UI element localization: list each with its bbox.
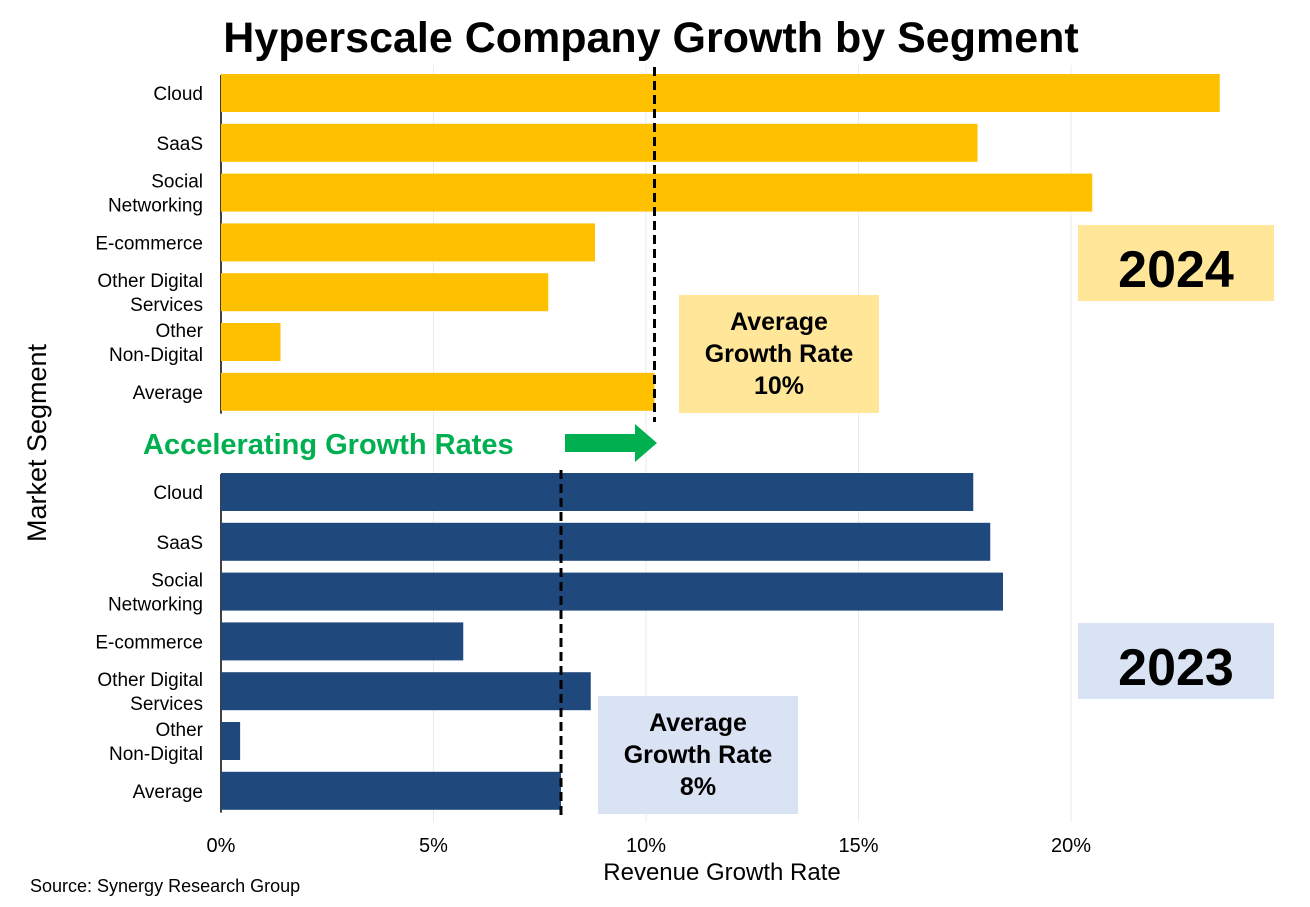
average-annotation-box — [679, 295, 879, 413]
bar — [221, 372, 655, 411]
average-annotation-text: Average — [730, 308, 828, 336]
arrow-right-icon — [565, 424, 657, 462]
average-annotation-text: Average — [649, 709, 747, 737]
category-label: Other — [155, 321, 203, 342]
average-annotation-box — [598, 696, 798, 814]
average-annotation-text: 8% — [680, 773, 716, 801]
bar — [221, 771, 561, 810]
x-axis-label: Revenue Growth Rate — [603, 859, 840, 886]
x-tick-label: 5% — [419, 835, 448, 857]
panels: Cloud SaaS Social Networking E-commerce Other… — [95, 67, 1274, 820]
category-label: Average — [133, 383, 203, 404]
category-label: Other — [155, 720, 203, 741]
category-label: Services — [130, 295, 203, 316]
panel-2023: Cloud SaaS Social Networking E-commerce Other… — [95, 470, 1274, 820]
bar — [221, 123, 978, 162]
category-label: Average — [133, 782, 203, 803]
bar — [221, 522, 991, 561]
panel-2024: Cloud SaaS Social Networking E-commerce Other… — [95, 67, 1274, 422]
category-label: SaaS — [157, 134, 203, 155]
bar — [221, 173, 1093, 212]
bar — [221, 722, 241, 760]
chart-title: Hyperscale Company Growth by Segment — [223, 14, 1078, 62]
year-label: 2023 — [1118, 639, 1234, 697]
category-label: E-commerce — [95, 632, 203, 653]
category-label: Other Digital — [97, 271, 203, 292]
source-note: Source: Synergy Research Group — [30, 876, 300, 896]
average-annotation-text: Growth Rate — [705, 340, 854, 368]
bar — [221, 323, 281, 361]
accelerating-annotation: Accelerating Growth Rates — [143, 429, 514, 461]
average-annotation-text: 10% — [754, 372, 804, 400]
category-label: Non-Digital — [109, 744, 203, 765]
bar — [221, 572, 1003, 611]
bar — [221, 273, 549, 312]
category-label: Networking — [108, 595, 203, 616]
year-label-box — [1078, 225, 1274, 301]
category-label: Social — [151, 172, 203, 193]
category-label: Other Digital — [97, 670, 203, 691]
category-label: Services — [130, 694, 203, 715]
category-label: Cloud — [153, 84, 203, 105]
y-axis-label: Market Segment — [22, 343, 52, 542]
x-tick-label: 15% — [838, 835, 878, 857]
year-label: 2024 — [1118, 241, 1234, 299]
x-tick-label: 10% — [626, 835, 666, 857]
bar — [221, 473, 974, 511]
x-tick-label: 0% — [207, 835, 236, 857]
category-label: E-commerce — [95, 233, 203, 254]
average-annotation-text: Growth Rate — [624, 741, 773, 769]
x-tick-label: 20% — [1051, 835, 1091, 857]
bar — [221, 74, 1220, 112]
bar — [221, 672, 591, 711]
bar — [221, 622, 464, 661]
bar — [221, 223, 595, 262]
category-label: Non-Digital — [109, 345, 203, 366]
category-label: Cloud — [153, 483, 203, 504]
x-axis-ticks: 0% 5% 10% 15% 20% — [207, 835, 1092, 857]
category-label: SaaS — [157, 533, 203, 554]
year-label-box — [1078, 623, 1274, 699]
category-label: Networking — [108, 196, 203, 217]
category-label: Social — [151, 571, 203, 592]
